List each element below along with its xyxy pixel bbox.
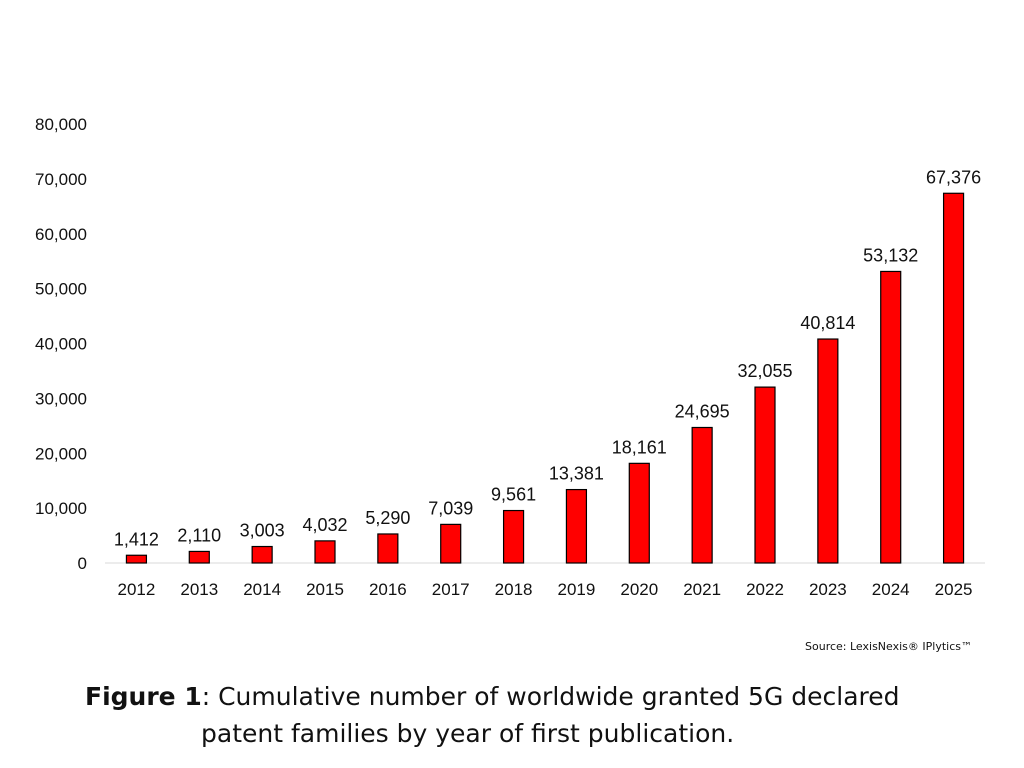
bar (880, 270, 902, 564)
bar (628, 462, 650, 564)
x-tick-label: 2013 (180, 580, 218, 599)
bar (440, 523, 462, 564)
bar-value-label: 32,055 (737, 361, 792, 381)
bar-value-label: 53,132 (863, 245, 918, 265)
y-tick-label: 0 (78, 554, 87, 573)
bar (691, 426, 713, 564)
bar-value-label: 7,039 (428, 498, 473, 518)
y-tick-label: 10,000 (35, 499, 87, 518)
bar-value-label: 2,110 (177, 525, 221, 545)
bar (251, 545, 273, 564)
caption-line-1: : Cumulative number of worldwide granted… (201, 682, 900, 711)
y-tick-label: 70,000 (35, 170, 87, 189)
x-tick-label: 2024 (872, 580, 910, 599)
bar-value-label: 9,561 (491, 485, 536, 505)
y-tick-label: 60,000 (35, 225, 87, 244)
x-tick-label: 2014 (243, 580, 281, 599)
bar (377, 533, 399, 564)
y-axis-ticks: 0 10,000 20,000 30,000 40,000 50,000 60,000 70,… (35, 115, 87, 573)
y-tick-label: 80,000 (35, 115, 87, 134)
bar (817, 338, 839, 564)
y-tick-label: 30,000 (35, 389, 87, 408)
bar-value-label: 3,003 (240, 521, 285, 541)
x-tick-label: 2025 (935, 580, 973, 599)
bar-value-label: 24,695 (675, 401, 730, 421)
bar-value-label: 13,381 (549, 464, 604, 484)
source-note: Source: LexisNexis® IPlytics™ (805, 640, 972, 653)
bar-value-label: 1,412 (114, 529, 159, 549)
figure-label: Figure 1 (85, 682, 202, 711)
y-tick-label: 20,000 (35, 444, 87, 463)
bar (502, 509, 525, 564)
bar (125, 554, 148, 564)
value-labels: 1,412 2,110 3,003 4,032 5,290 7,039 9,561 13,38… (114, 167, 981, 549)
x-tick-label: 2021 (683, 580, 721, 599)
x-tick-label: 2015 (306, 580, 344, 599)
x-tick-label: 2012 (118, 580, 156, 599)
x-tick-label: 2022 (746, 580, 784, 599)
bar-value-label: 5,290 (365, 508, 410, 528)
x-axis-ticks: 2012 2013 2014 2015 2016 2017 2018 2019 2020 2021… (118, 580, 973, 599)
bar-value-label: 67,376 (926, 167, 981, 187)
bar (942, 192, 965, 564)
bar-chart: 0 10,000 20,000 30,000 40,000 50,000 60,000 70,… (35, 115, 985, 599)
x-tick-label: 2018 (495, 580, 533, 599)
bar-value-label: 18,161 (612, 437, 667, 457)
bar (314, 540, 336, 564)
y-tick-label: 40,000 (35, 335, 87, 354)
x-tick-label: 2019 (558, 580, 596, 599)
bar (565, 488, 588, 564)
x-tick-label: 2020 (620, 580, 658, 599)
bar (754, 386, 776, 564)
bar-value-label: 4,032 (302, 515, 347, 535)
y-tick-label: 50,000 (35, 280, 87, 299)
bar-value-label: 40,814 (800, 313, 855, 333)
bar (188, 550, 210, 564)
bars (125, 192, 965, 564)
caption-line-2: patent families by year of first publica… (201, 719, 735, 748)
x-tick-label: 2023 (809, 580, 847, 599)
figure-caption: Figure 1: Cumulative number of worldwide… (85, 678, 965, 752)
x-tick-label: 2016 (369, 580, 407, 599)
x-tick-label: 2017 (432, 580, 470, 599)
